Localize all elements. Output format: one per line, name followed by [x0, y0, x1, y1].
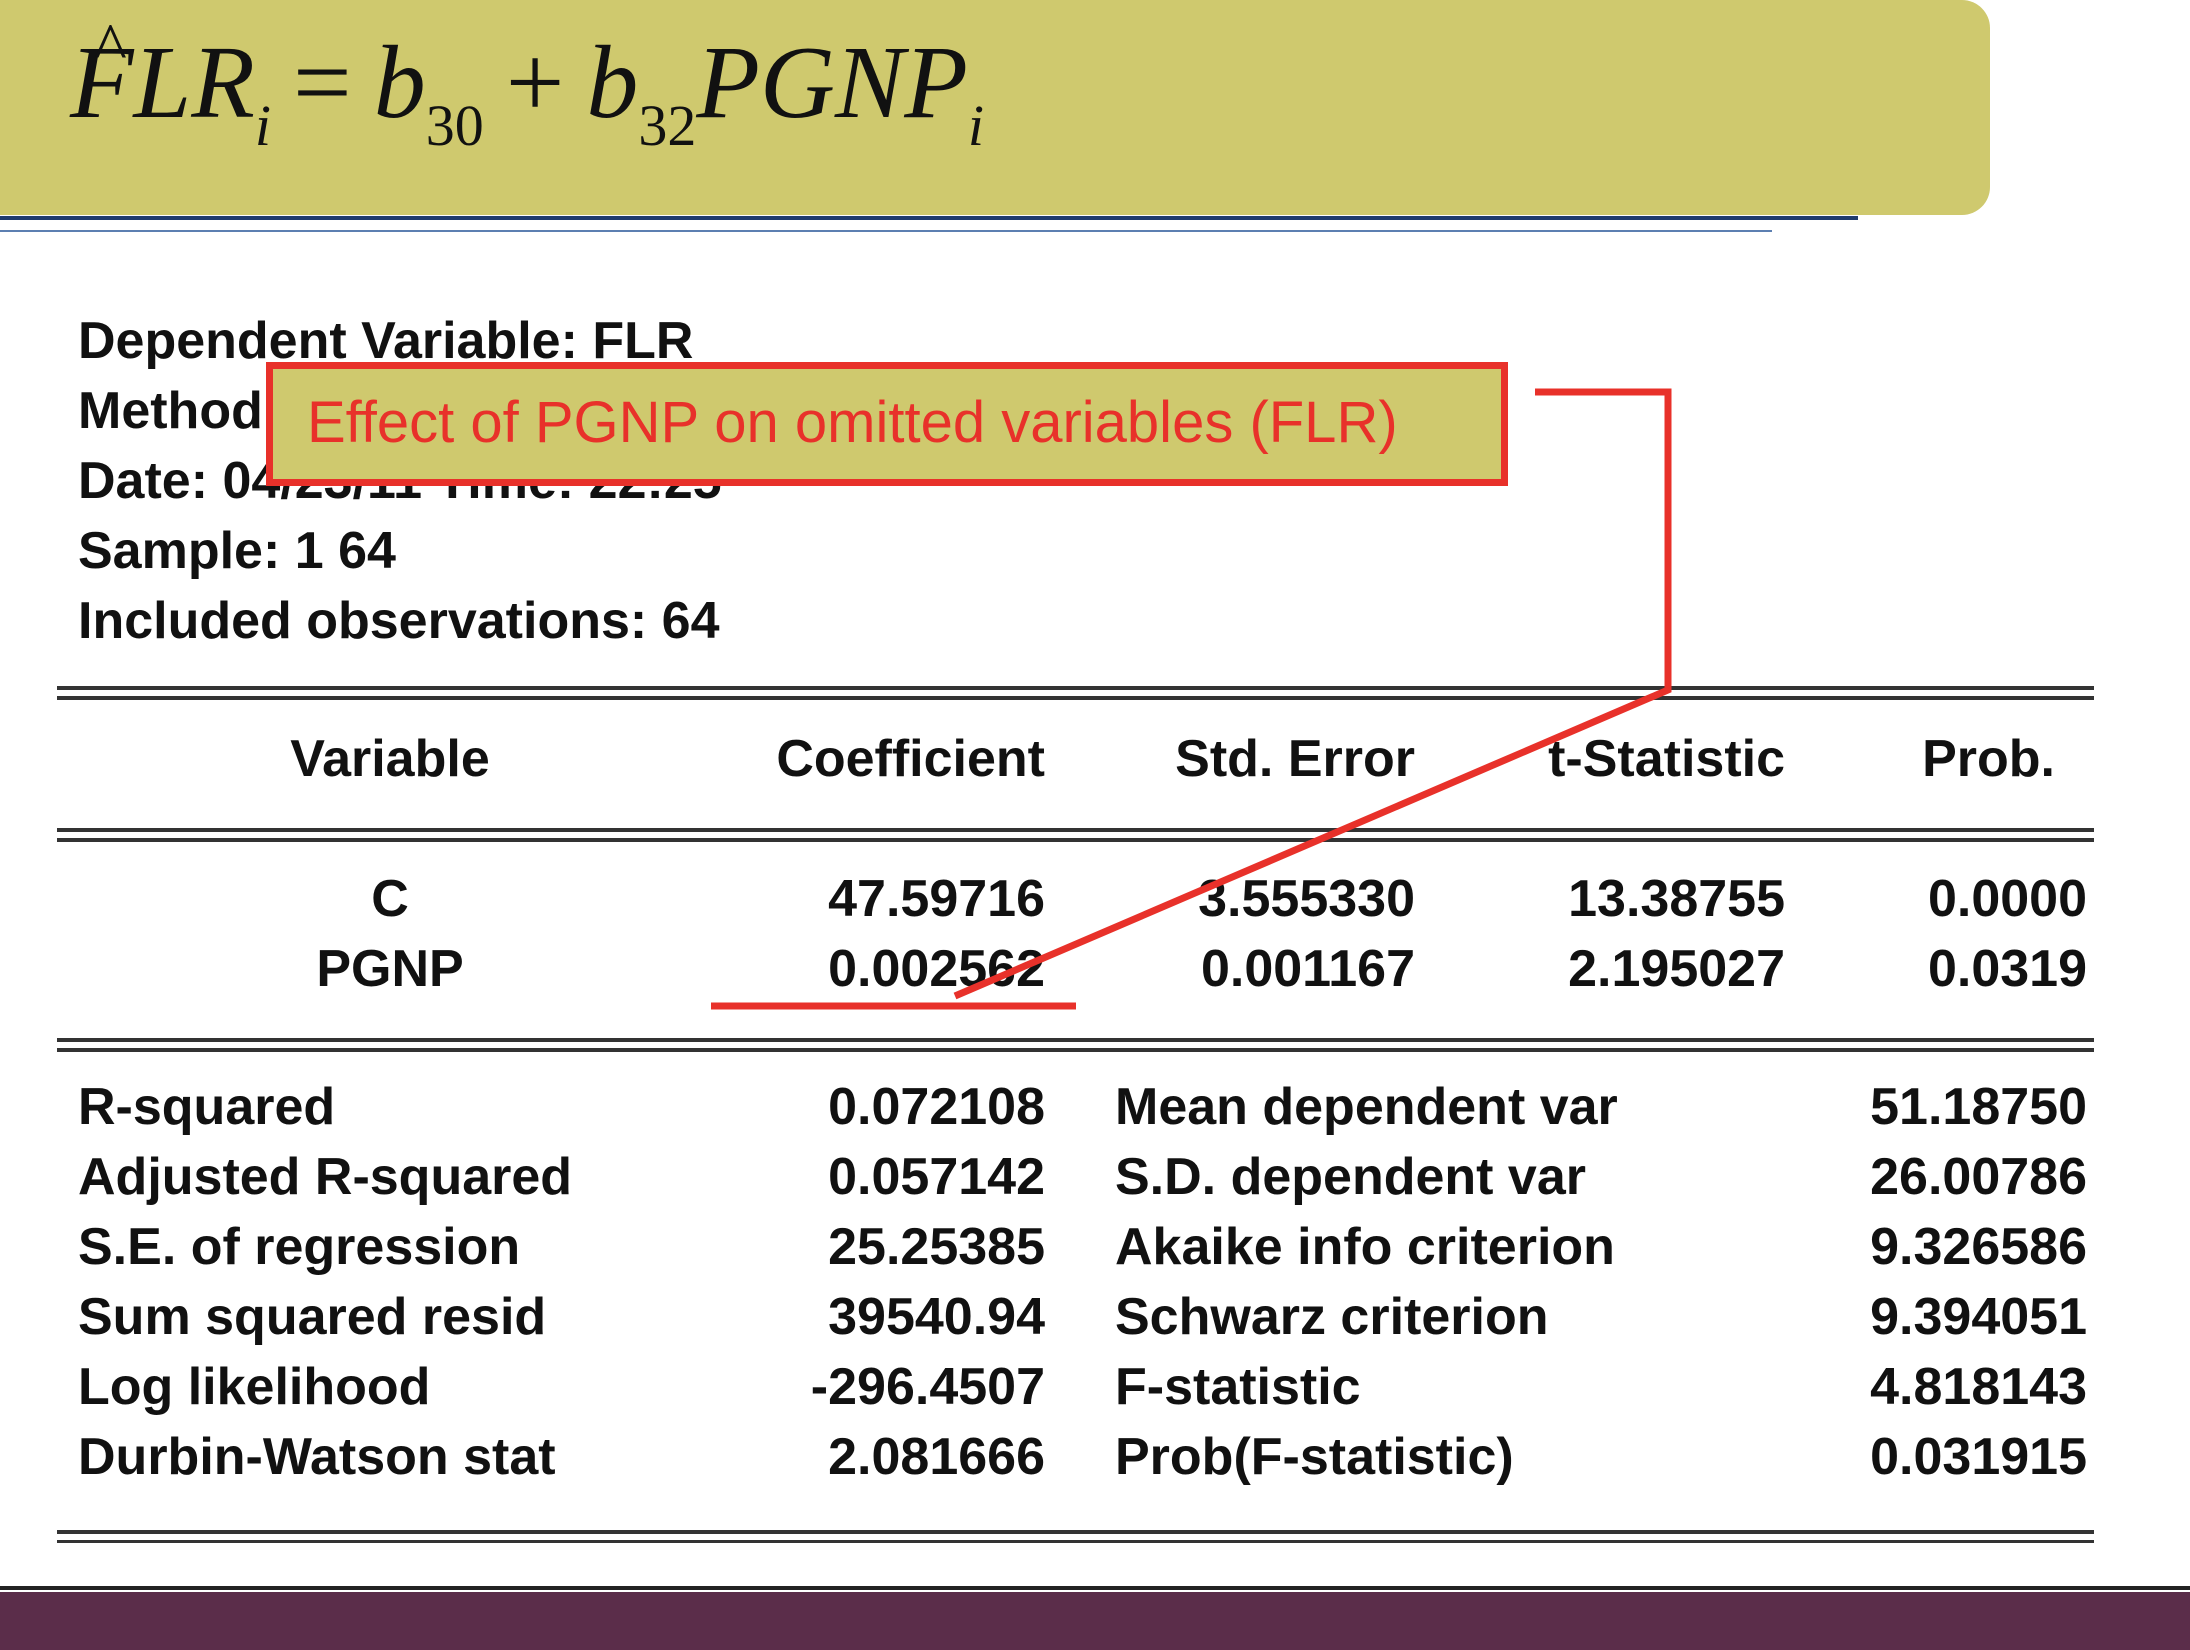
stat-label: S.D. dependent var: [1115, 1148, 1586, 1206]
regression-equation: ^ FLRi = b30 + b32PGNPi: [70, 10, 984, 155]
eq-b2-sub: 32: [638, 93, 697, 158]
stat-value: 25.25385: [828, 1218, 1045, 1276]
stat-label: Prob(F-statistic): [1115, 1428, 1514, 1486]
stat-label: Schwarz criterion: [1115, 1288, 1549, 1346]
table-rule: [57, 686, 2094, 690]
callout-text: Effect of PGNP on omitted variables (FLR…: [307, 390, 1398, 455]
footer-bar: [0, 1592, 2190, 1650]
stat-value: 0.031915: [1870, 1428, 2087, 1486]
connector-line: [953, 388, 1672, 1000]
eq-var-sub: i: [967, 93, 984, 158]
stat-label: Akaike info criterion: [1115, 1218, 1615, 1276]
stat-label: Mean dependent var: [1115, 1078, 1618, 1136]
table-rule: [57, 1048, 2094, 1052]
stat-label: Sum squared resid: [78, 1288, 547, 1346]
stat-label: Durbin-Watson stat: [78, 1428, 556, 1486]
stat-value: 0.072108: [828, 1078, 1045, 1136]
stat-value: 4.818143: [1870, 1358, 2087, 1416]
row-c-coefficient: 47.59716: [828, 870, 1045, 928]
column-header-prob: Prob.: [1922, 730, 2055, 788]
stat-value: -296.4507: [810, 1358, 1045, 1416]
stat-value: 9.394051: [1870, 1288, 2087, 1346]
stat-value: 39540.94: [828, 1288, 1045, 1346]
stat-label: R-squared: [78, 1078, 336, 1136]
stat-value: 9.326586: [1870, 1218, 2087, 1276]
stat-label: F-statistic: [1115, 1358, 1361, 1416]
row-pgnp-std-error: 0.001167: [1200, 940, 1415, 998]
eq-b1: b: [373, 25, 426, 140]
stat-value: 26.00786: [1870, 1148, 2087, 1206]
stat-value: 2.081666: [828, 1428, 1045, 1486]
hat-symbol: ^: [94, 10, 127, 87]
footer-rule: [0, 1586, 2190, 1590]
eq-lhs-sub: i: [254, 93, 272, 158]
flr-hat-term: ^ FLR: [70, 10, 255, 148]
table-rule: [57, 1540, 2094, 1543]
table-rule: [57, 1038, 2094, 1042]
eq-plus: +: [505, 25, 565, 140]
row-c-variable: C: [371, 870, 409, 928]
regression-output: Dependent Variable: FLR Method: Least Sq…: [52, 272, 2114, 1543]
stat-label: S.E. of regression: [78, 1218, 521, 1276]
table-rule: [57, 1530, 2094, 1534]
header-observations: Included observations: 64: [78, 592, 720, 650]
stat-value: 0.057142: [828, 1148, 1045, 1206]
table-rule: [57, 696, 2094, 700]
header-sample: Sample: 1 64: [78, 522, 396, 580]
divider-rule-thin: [0, 230, 1772, 232]
row-c-prob: 0.0000: [1927, 870, 2087, 928]
column-header-variable: Variable: [290, 730, 490, 788]
row-pgnp-prob: 0.0319: [1927, 940, 2087, 998]
row-c-t-statistic: 13.38755: [1568, 870, 1785, 928]
eq-b2: b: [586, 25, 639, 140]
eq-b1-sub: 30: [425, 93, 484, 158]
row-pgnp-variable: PGNP: [316, 940, 464, 998]
divider-rule: [0, 216, 1858, 220]
stat-label: Adjusted R-squared: [78, 1148, 573, 1206]
eq-equals: =: [293, 25, 352, 140]
column-header-std-error: Std. Error: [1175, 730, 1415, 788]
row-pgnp-t-statistic: 2.195027: [1568, 940, 1785, 998]
row-pgnp-coefficient: 0.002562: [828, 940, 1045, 998]
eq-var: PGNP: [696, 25, 968, 140]
annotation-callout: Effect of PGNP on omitted variables (FLR…: [266, 362, 1508, 486]
title-banner: [0, 0, 1990, 215]
stat-label: Log likelihood: [78, 1358, 431, 1416]
header-dependent-variable: Dependent Variable: FLR: [78, 312, 694, 370]
stat-value: 51.18750: [1870, 1078, 2087, 1136]
column-header-coefficient: Coefficient: [776, 730, 1045, 788]
column-header-t-statistic: t-Statistic: [1548, 730, 1785, 788]
table-rule: [57, 838, 2094, 842]
eq-lhs: FLR: [70, 25, 255, 140]
table-rule: [57, 828, 2094, 832]
